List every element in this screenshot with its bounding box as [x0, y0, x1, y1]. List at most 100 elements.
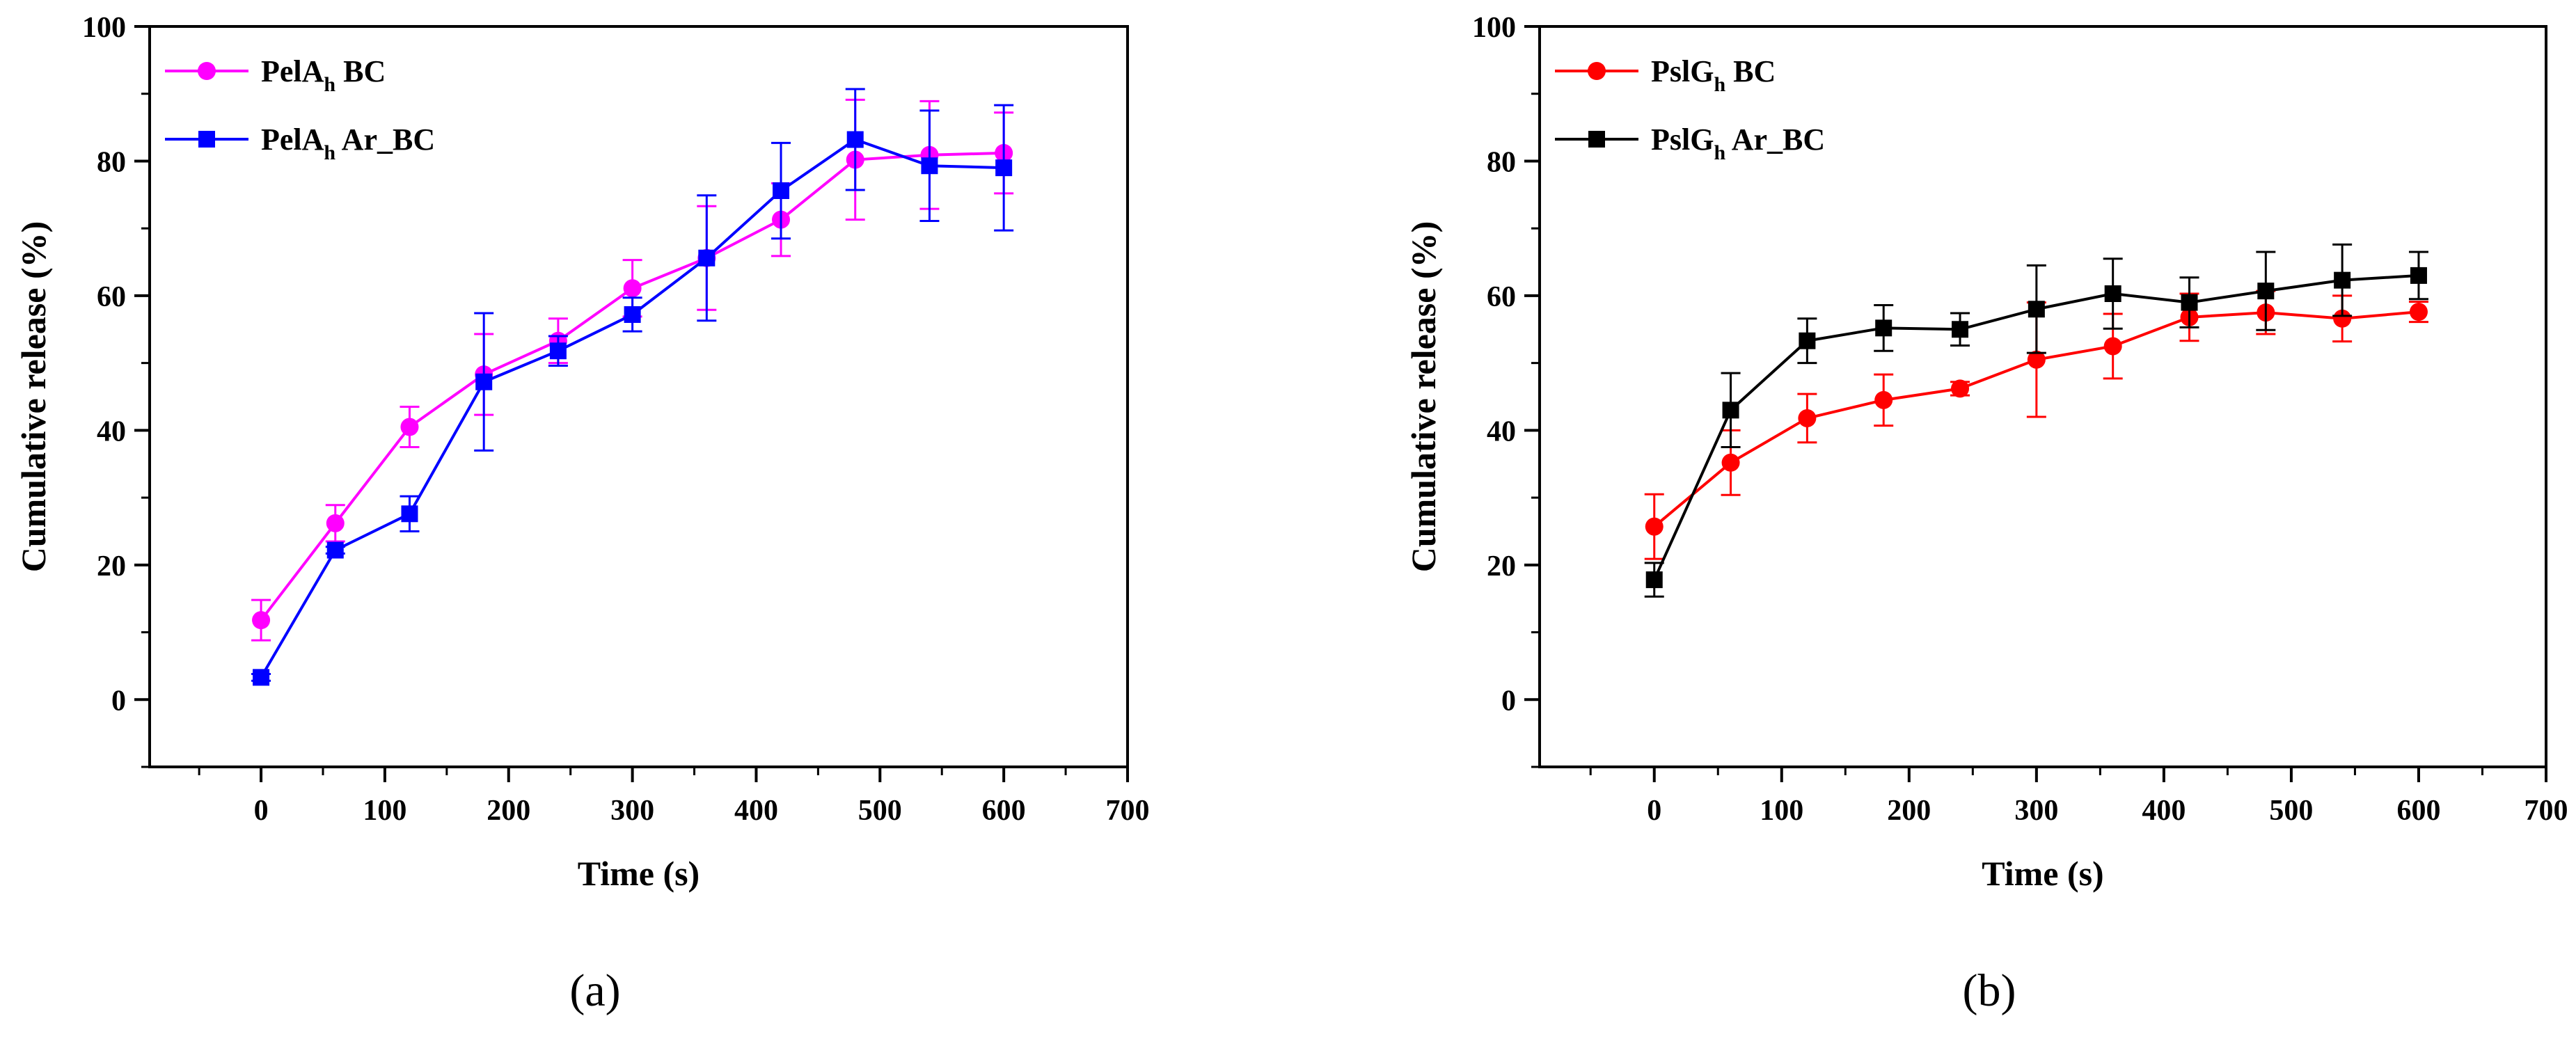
legend-item: PslGh BC	[1555, 54, 1776, 96]
data-point	[1875, 319, 1893, 337]
y-tick-label: 60	[97, 281, 126, 313]
series-1	[1644, 243, 2428, 598]
x-axis-title: Time (s)	[1982, 854, 2103, 893]
data-point	[1645, 517, 1664, 536]
data-point	[549, 342, 567, 360]
y-tick-labels: 0 20 40 60 80 100	[82, 12, 126, 717]
data-point	[1874, 390, 1893, 409]
y-tick-labels: 0 20 40 60 80 100	[1472, 12, 1516, 717]
y-tick-label: 20	[1487, 550, 1516, 582]
data-point	[995, 159, 1013, 177]
legend-marker	[198, 131, 215, 148]
data-point	[2181, 294, 2198, 311]
legend-label: PslGh BC	[1651, 54, 1776, 96]
x-tick-label: 200	[1887, 795, 1931, 827]
x-tick-labels: 0 100 200 300 400 500 600 700	[1647, 795, 2568, 827]
legend-marker	[1588, 131, 1605, 148]
data-point	[326, 514, 345, 532]
legend-label-main: PelA	[261, 54, 324, 88]
legend-label-sub: h	[324, 73, 335, 96]
legend-label: PelAh BC	[261, 54, 386, 96]
y-tick-label: 20	[97, 550, 126, 582]
data-point	[624, 306, 641, 323]
data-point	[400, 418, 419, 436]
data-point	[475, 373, 493, 390]
y-tick-label: 80	[1487, 146, 1516, 178]
legend-label: PslGh Ar_BC	[1651, 122, 1825, 164]
legend-label-sub: h	[324, 141, 335, 164]
data-point	[2334, 271, 2351, 289]
x-axis-title: Time (s)	[578, 854, 700, 893]
data-point	[401, 505, 418, 523]
data-point	[1952, 321, 1969, 338]
chart-panel-a: 0 100 200 300 400 500 600 700 0 20 40 60 80 100 Time…	[14, 12, 1150, 1016]
data-point	[2027, 350, 2046, 369]
x-tick-labels: 0 100 200 300 400 500 600 700	[254, 795, 1150, 827]
legend-label-sub: h	[1714, 73, 1725, 96]
axis-ticks	[1524, 25, 2547, 782]
legend-label-main: PslG	[1651, 122, 1714, 157]
y-tick-label: 100	[82, 12, 126, 44]
x-tick-label: 700	[2524, 795, 2568, 827]
legend-item: PelAh BC	[165, 54, 386, 96]
series-layer	[1644, 243, 2428, 598]
data-point	[1799, 332, 1816, 349]
y-axis-title: Cumulative release (%)	[14, 221, 53, 573]
y-tick-label: 0	[111, 685, 126, 717]
data-point	[1722, 402, 1739, 419]
data-point	[2410, 267, 2427, 284]
legend-label-rest: BC	[1725, 54, 1776, 88]
data-point	[2333, 309, 2352, 328]
x-tick-label: 0	[1647, 795, 1661, 827]
data-point	[1645, 571, 1663, 589]
legend-item: PelAh Ar_BC	[165, 122, 435, 164]
x-tick-label: 100	[1760, 795, 1803, 827]
legend-label: PelAh Ar_BC	[261, 122, 435, 164]
legend-item: PslGh Ar_BC	[1555, 122, 1825, 164]
x-tick-label: 400	[734, 795, 778, 827]
data-point	[2103, 337, 2122, 356]
x-tick-label: 600	[2396, 795, 2440, 827]
x-tick-label: 200	[487, 795, 530, 827]
legend-label-rest: Ar_BC	[335, 122, 435, 157]
axis-ticks	[134, 25, 1129, 782]
data-point	[623, 279, 642, 298]
data-point	[1798, 409, 1817, 427]
plot-frame	[1538, 25, 2547, 768]
x-tick-label: 500	[858, 795, 902, 827]
data-point	[253, 669, 270, 686]
y-tick-label: 0	[1501, 685, 1516, 717]
y-tick-label: 80	[97, 146, 126, 178]
panel-label-b: (b)	[1963, 965, 2016, 1016]
series-layer	[251, 88, 1014, 686]
legend-label-main: PelA	[261, 122, 324, 157]
legend-marker	[1588, 62, 1606, 80]
legend-label-main: PslG	[1651, 54, 1714, 88]
data-point	[2028, 301, 2045, 318]
data-point	[921, 157, 938, 175]
y-tick-label: 100	[1472, 12, 1516, 44]
x-tick-label: 100	[363, 795, 406, 827]
x-tick-label: 0	[254, 795, 269, 827]
x-tick-label: 400	[2142, 795, 2186, 827]
series-1	[251, 88, 1014, 686]
data-point	[1721, 453, 1740, 472]
data-point	[1951, 379, 1970, 398]
data-point	[326, 541, 344, 559]
plot-frame	[148, 25, 1129, 768]
y-axis-title: Cumulative release (%)	[1404, 221, 1443, 573]
legend-marker	[198, 62, 216, 80]
legend-label-sub: h	[1714, 141, 1725, 164]
legend-label-rest: BC	[335, 54, 386, 88]
y-tick-label: 60	[1487, 281, 1516, 313]
data-point	[252, 611, 271, 630]
x-tick-label: 500	[2269, 795, 2313, 827]
data-point	[773, 182, 790, 200]
y-tick-label: 40	[1487, 415, 1516, 447]
data-point	[846, 131, 864, 148]
x-tick-label: 300	[610, 795, 654, 827]
